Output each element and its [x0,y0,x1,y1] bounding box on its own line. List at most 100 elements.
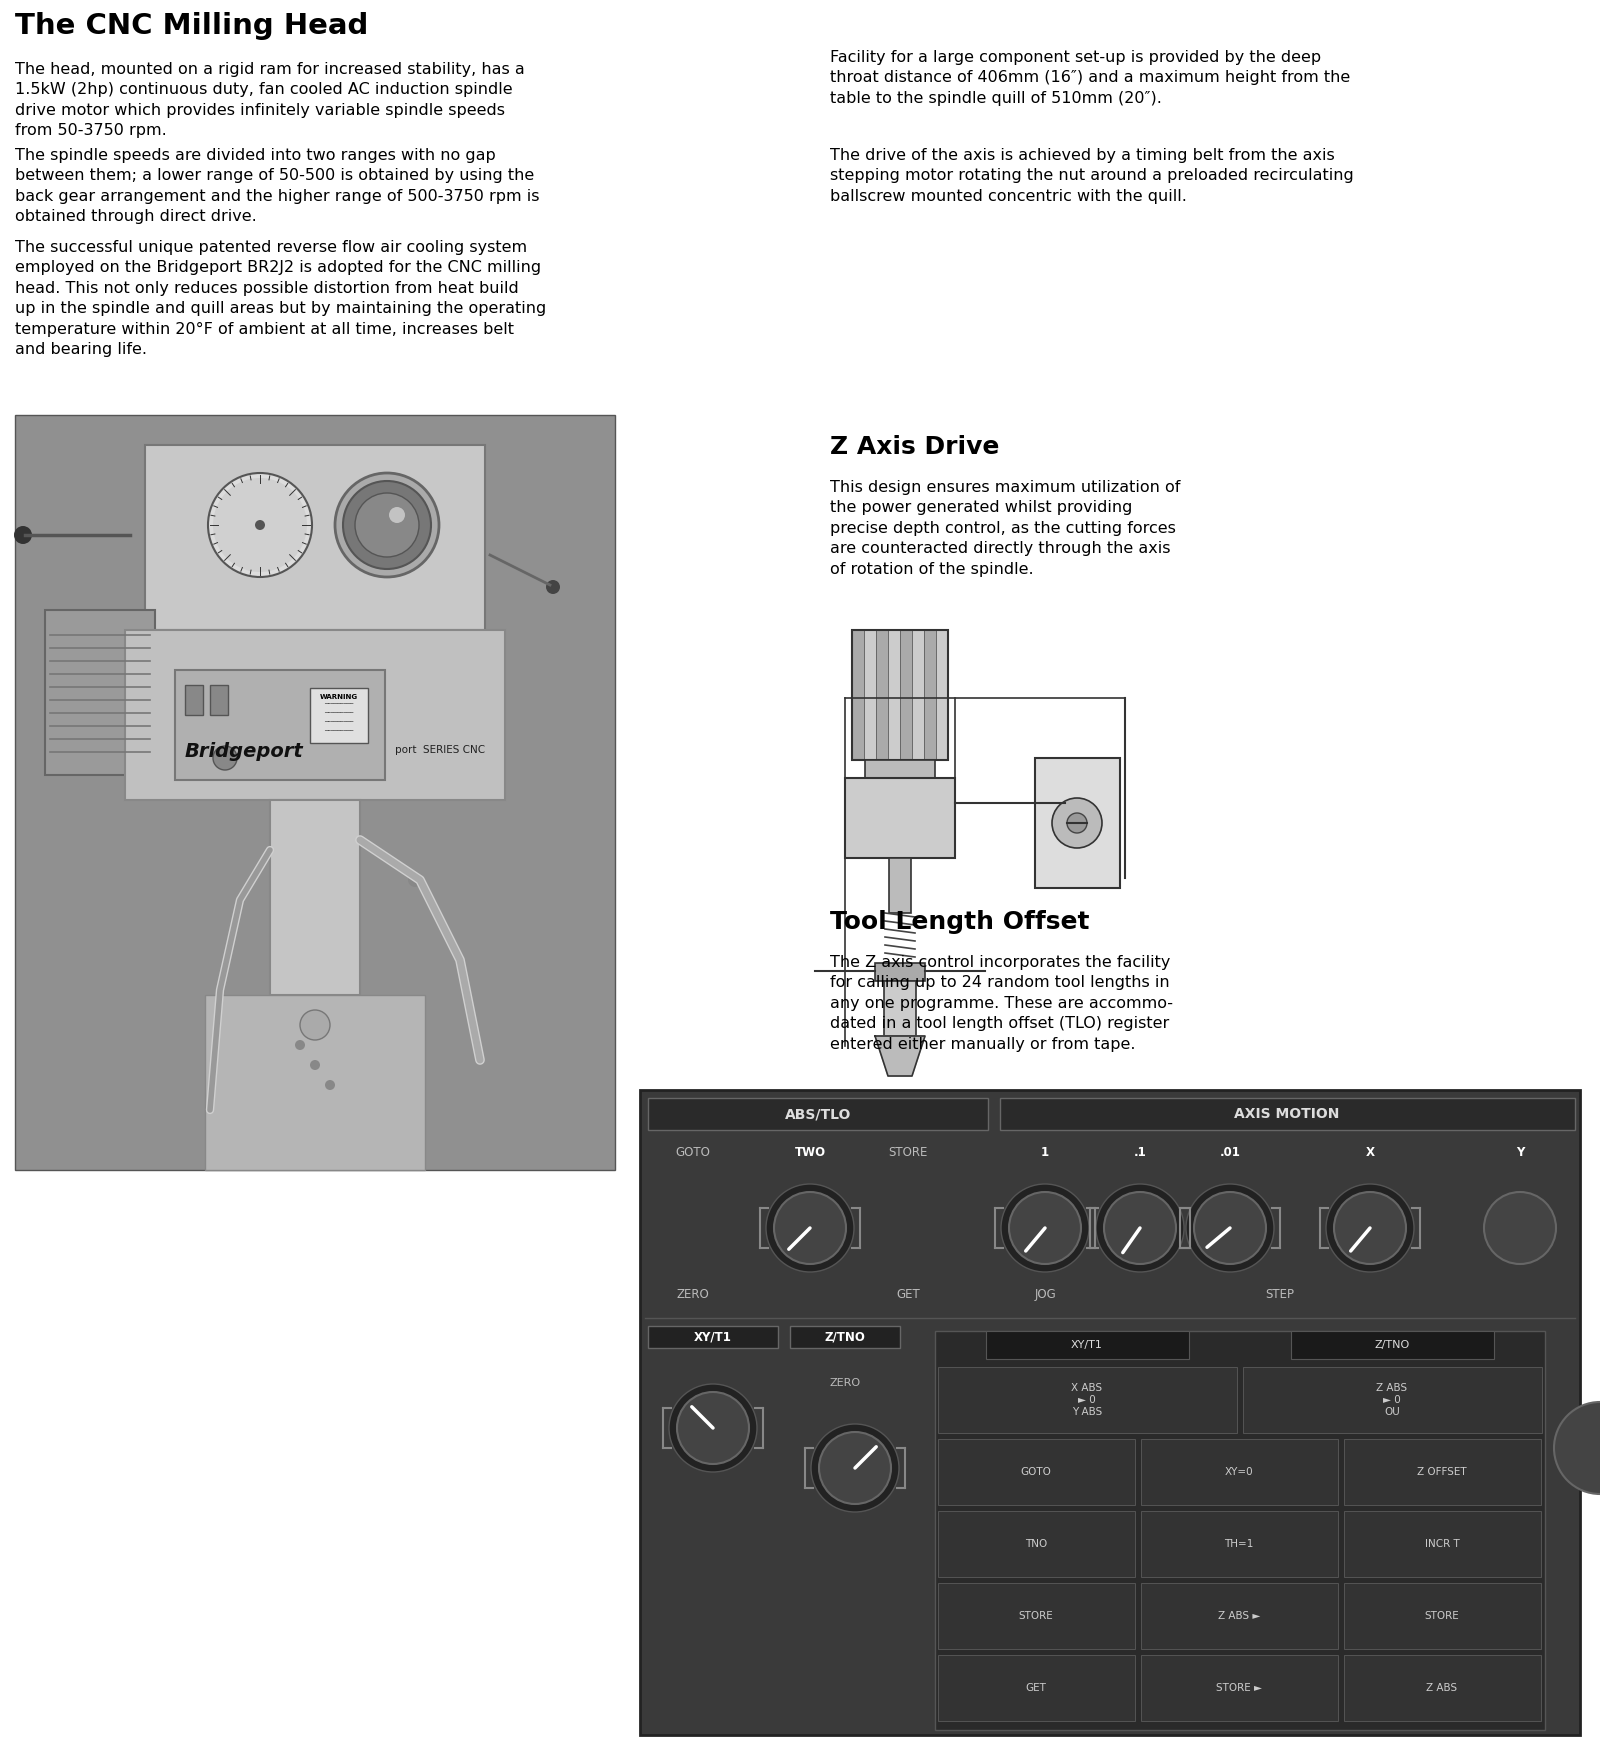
Bar [125,629,506,801]
Circle shape [310,1059,320,1070]
Circle shape [1067,813,1086,834]
Bar [934,1330,1546,1731]
Text: Facility for a large component set-up is provided by the deep
throat distance of: Facility for a large component set-up is… [830,51,1350,107]
Bar [1141,1439,1338,1505]
Bar [1344,1510,1541,1577]
Circle shape [213,746,237,771]
Bar [186,685,203,715]
Circle shape [1104,1192,1176,1264]
Bar [936,629,947,760]
Bar [938,1510,1134,1577]
Bar [1000,1098,1574,1129]
Text: STORE: STORE [1424,1612,1459,1620]
Circle shape [325,1080,334,1091]
Text: The spindle speeds are divided into two ranges with no gap
between them; a lower: The spindle speeds are divided into two … [14,149,539,224]
Circle shape [1326,1183,1414,1273]
Circle shape [294,1040,306,1051]
Text: STEP: STEP [1266,1288,1294,1301]
Text: ─────────: ───────── [325,711,354,717]
Bar [648,1098,989,1129]
Text: TWO: TWO [795,1147,826,1159]
Circle shape [301,1010,330,1040]
Bar [938,1367,1237,1433]
Text: Z/TNO: Z/TNO [824,1330,866,1344]
Bar [640,1091,1581,1736]
Circle shape [208,474,312,577]
Bar [1344,1655,1541,1722]
Text: TNO: TNO [1026,1538,1046,1549]
Circle shape [408,872,422,886]
Text: 1: 1 [1042,1147,1050,1159]
Circle shape [1554,1402,1600,1495]
Bar [851,629,947,760]
Bar [1344,1439,1541,1505]
Bar [866,760,934,778]
Text: .1: .1 [1134,1147,1146,1159]
Text: port  SERIES CNC: port SERIES CNC [395,745,485,755]
Text: XY=0: XY=0 [1224,1467,1253,1477]
Text: GOTO: GOTO [675,1147,710,1159]
Bar [899,629,912,760]
Bar [1344,1584,1541,1648]
Circle shape [1186,1183,1274,1273]
Text: ABS/TLO: ABS/TLO [786,1106,851,1120]
Text: JOG: JOG [1034,1288,1056,1301]
Bar [146,446,485,629]
Circle shape [342,481,430,570]
Text: The head, mounted on a rigid ram for increased stability, has a
1.5kW (2hp) cont: The head, mounted on a rigid ram for inc… [14,61,525,138]
Text: XY/T1: XY/T1 [694,1330,731,1344]
Text: Bridgeport: Bridgeport [186,741,304,760]
Text: TH=1: TH=1 [1224,1538,1254,1549]
Text: WARNING: WARNING [320,694,358,699]
Text: The successful unique patented reverse flow air cooling system
employed on the B: The successful unique patented reverse f… [14,239,546,357]
Text: GOTO: GOTO [1021,1467,1051,1477]
Bar [864,629,877,760]
Bar [1291,1330,1494,1358]
Text: AXIS MOTION: AXIS MOTION [1234,1106,1339,1120]
Text: Z ABS ►: Z ABS ► [1218,1612,1261,1620]
Bar [890,858,910,912]
Bar [210,685,229,715]
Text: The Z axis control incorporates the facility
for calling up to 24 random tool le: The Z axis control incorporates the faci… [830,954,1173,1052]
Bar [875,963,925,981]
Bar [648,1327,778,1348]
Circle shape [254,519,266,530]
Circle shape [1010,1192,1082,1264]
Bar [310,689,368,743]
Circle shape [1002,1183,1090,1273]
Circle shape [355,493,419,558]
Bar [877,629,888,760]
Text: XY/T1: XY/T1 [1070,1341,1102,1349]
Text: ZERO: ZERO [829,1377,861,1388]
Bar [938,1655,1134,1722]
Text: X ABS
► 0
Y ABS: X ABS ► 0 Y ABS [1072,1383,1102,1416]
Text: This design ensures maximum utilization of
the power generated whilst providing
: This design ensures maximum utilization … [830,481,1181,577]
Circle shape [819,1432,891,1503]
Text: STORE: STORE [1019,1612,1053,1620]
Text: X: X [1365,1147,1374,1159]
Bar [851,629,864,760]
Text: ZERO: ZERO [677,1288,709,1301]
Circle shape [213,477,307,572]
Bar [14,414,614,1169]
Bar [912,629,925,760]
Bar [1141,1655,1338,1722]
Text: .01: .01 [1219,1147,1240,1159]
Text: STORE ►: STORE ► [1216,1683,1262,1694]
Text: ─────────: ───────── [325,729,354,734]
Text: Z ABS
► 0
OU: Z ABS ► 0 OU [1376,1383,1408,1416]
Bar [938,1584,1134,1648]
Text: Z ABS: Z ABS [1427,1683,1458,1694]
Text: ─────────: ───────── [325,703,354,706]
Circle shape [546,580,560,594]
Bar [888,629,899,760]
Bar [925,629,936,760]
Bar [883,981,915,1037]
Text: The CNC Milling Head: The CNC Milling Head [14,12,368,40]
Circle shape [14,526,32,544]
Bar [1243,1367,1542,1433]
Text: STORE: STORE [888,1147,928,1159]
Text: Y: Y [1515,1147,1525,1159]
Bar [986,1330,1189,1358]
Circle shape [811,1425,899,1512]
